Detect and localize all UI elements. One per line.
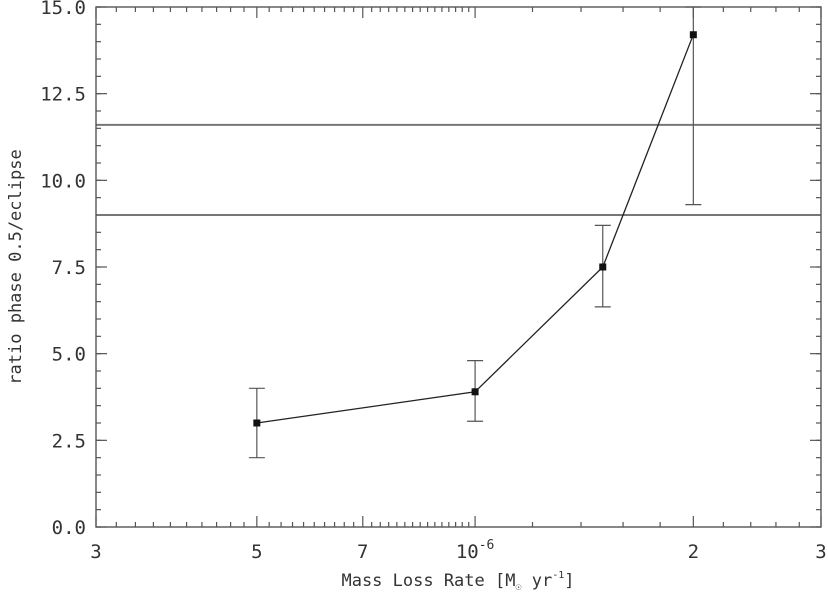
- x-axis-title-sub: ☉: [515, 582, 521, 593]
- x-axis-title-sup: -1: [552, 570, 564, 581]
- data-point: [599, 263, 607, 271]
- y-tick-label: 2.5: [52, 430, 86, 452]
- reference-lines: [96, 123, 821, 216]
- x-axis-title-pre: Mass Loss Rate [M: [341, 571, 515, 591]
- y-tick-label: 0.0: [52, 517, 86, 539]
- y-tick-label: 7.5: [52, 257, 86, 279]
- series-line: [256, 34, 694, 424]
- minor-ticks: [95, 6, 822, 528]
- x-tick-label: 3: [90, 541, 101, 563]
- data-point: [471, 388, 479, 396]
- x-tick-label: 7: [357, 541, 368, 563]
- y-tick-label: 5.0: [52, 344, 86, 366]
- plot-frame: [95, 6, 822, 528]
- y-tick-label: 15.0: [40, 0, 86, 19]
- y-tick-label: 10.0: [40, 170, 86, 192]
- x-axis-title-post: ]: [564, 571, 574, 591]
- y-axis-title: ratio phase 0.5/eclipse: [6, 149, 26, 384]
- x-tick-label: 3: [815, 541, 826, 563]
- data-point: [689, 31, 697, 39]
- x-axis-title: Mass Loss Rate [M☉ yr-1]: [341, 570, 574, 593]
- x-axis-title-mid: yr: [522, 571, 553, 591]
- x-tick-label: 2: [688, 541, 699, 563]
- data-point: [253, 419, 261, 427]
- x-tick-labels: 3 5 7 10-6 2 3: [90, 538, 826, 563]
- y-tick-label: 12.5: [40, 84, 86, 106]
- series: [248, 6, 702, 459]
- x-tick-label: 10-6: [456, 538, 495, 563]
- x-tick-label: 5: [251, 541, 262, 563]
- y-tick-labels: 0.0 2.5 5.0 7.5 10.0 12.5 15.0: [40, 0, 86, 539]
